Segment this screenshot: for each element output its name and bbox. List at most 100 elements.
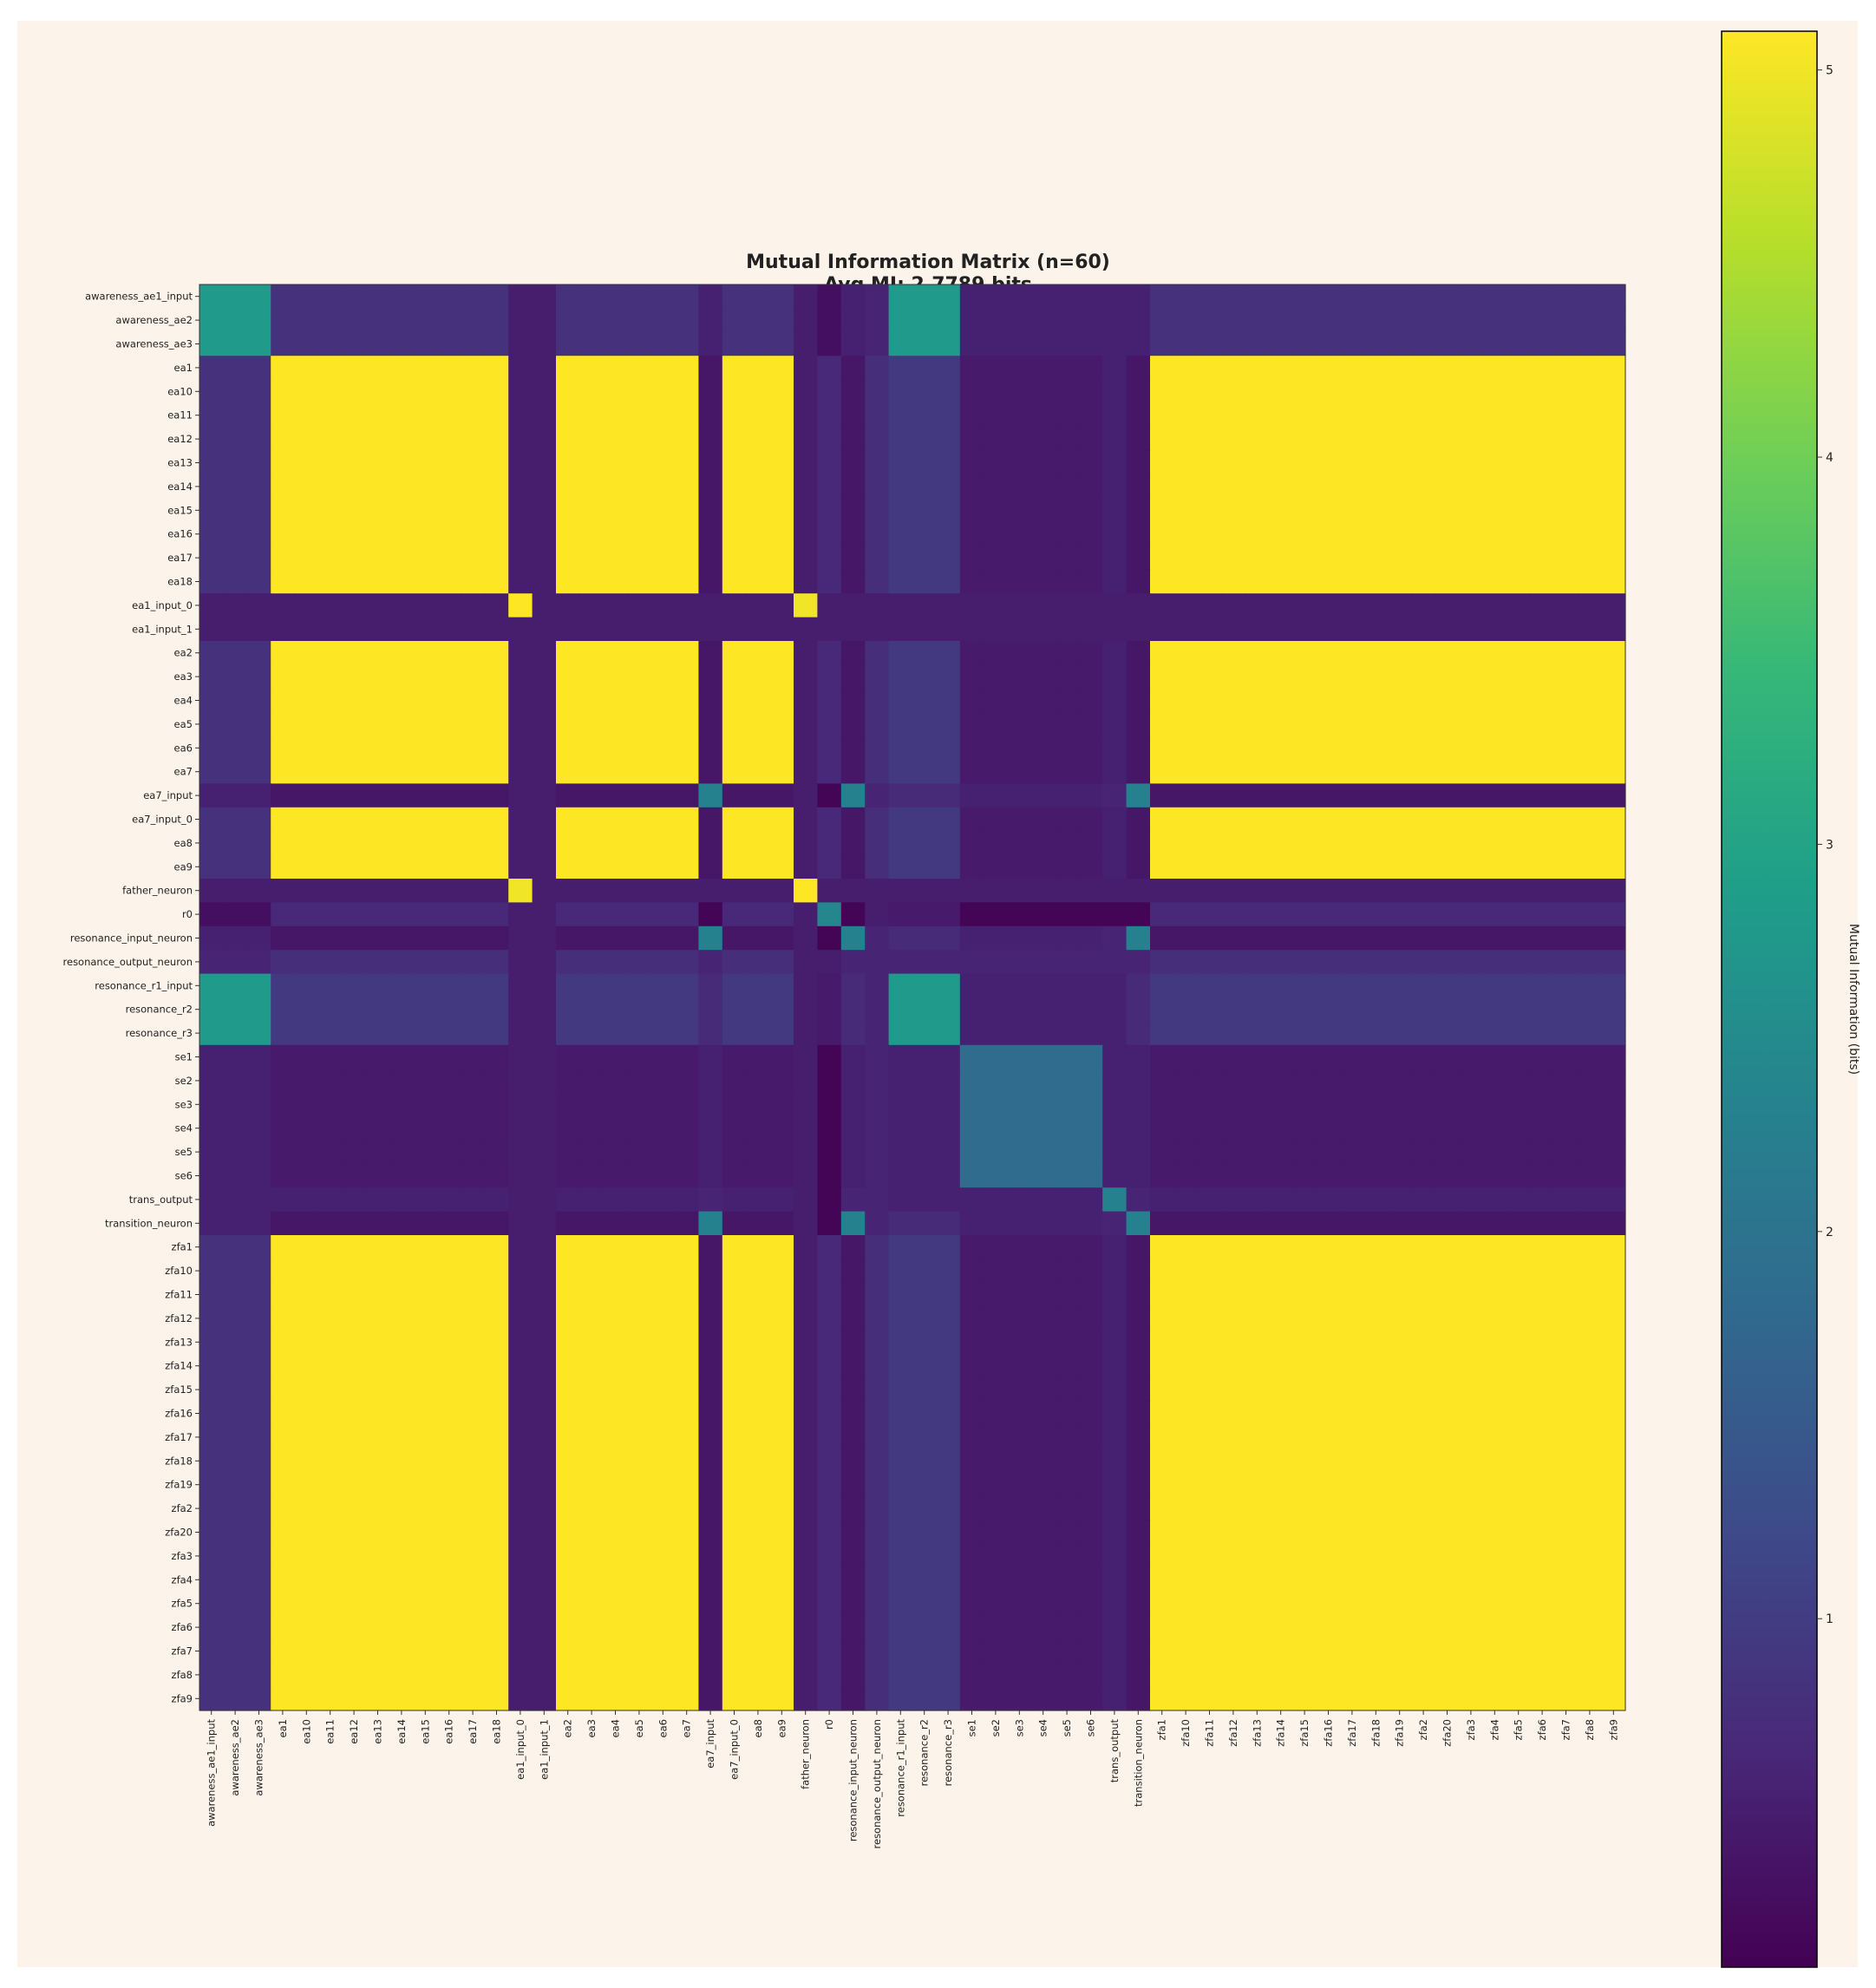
- heatmap-cell: [794, 379, 818, 404]
- heatmap-cell: [294, 831, 319, 856]
- heatmap-cell: [1435, 712, 1460, 737]
- heatmap-cell: [1221, 427, 1246, 452]
- heatmap-cell: [1507, 1330, 1531, 1355]
- heatmap-cell: [1007, 1044, 1032, 1069]
- heatmap-cell: [556, 1496, 580, 1521]
- heatmap-cell: [1578, 1686, 1603, 1711]
- heatmap-cell: [1126, 997, 1151, 1022]
- heatmap-cell: [1031, 1544, 1056, 1569]
- x-tick-label: se2: [990, 1719, 1002, 1736]
- heatmap-cell: [936, 1092, 961, 1117]
- heatmap-cell: [389, 879, 415, 903]
- heatmap-cell: [342, 308, 367, 333]
- heatmap-cell: [650, 356, 676, 381]
- heatmap-cell: [698, 474, 723, 500]
- heatmap-cell: [936, 522, 961, 546]
- heatmap-cell: [1245, 284, 1270, 309]
- heatmap-cell: [984, 1282, 1009, 1307]
- heatmap-cell: [603, 783, 628, 808]
- heatmap-cell: [437, 308, 461, 333]
- heatmap-cell: [484, 879, 509, 903]
- heatmap-cell: [675, 879, 699, 903]
- heatmap-cell: [271, 1282, 296, 1307]
- heatmap-cell: [1221, 854, 1246, 880]
- heatmap-cell: [1316, 807, 1341, 832]
- heatmap-cell: [1031, 1187, 1056, 1213]
- heatmap-cell: [1031, 617, 1056, 642]
- heatmap-cell: [1102, 1330, 1128, 1355]
- heatmap-cell: [532, 498, 557, 523]
- heatmap-cell: [1126, 879, 1151, 903]
- heatmap-cell: [1126, 1187, 1151, 1213]
- heatmap-cell: [508, 1425, 533, 1450]
- heatmap-cell: [603, 1473, 628, 1497]
- heatmap-cell: [508, 331, 533, 356]
- heatmap-cell: [675, 807, 699, 832]
- heatmap-cell: [698, 1021, 723, 1046]
- heatmap-cell: [1411, 1330, 1436, 1355]
- heatmap-cell: [722, 1377, 747, 1403]
- heatmap-cell: [271, 498, 296, 523]
- heatmap-cell: [1482, 1140, 1507, 1165]
- heatmap-cell: [840, 902, 866, 927]
- heatmap-cell: [1435, 1092, 1460, 1117]
- heatmap-cell: [912, 1211, 937, 1236]
- heatmap-cell: [1388, 569, 1412, 594]
- heatmap-cell: [650, 1211, 676, 1236]
- heatmap-cell: [413, 1069, 438, 1094]
- heatmap-cell: [959, 284, 984, 309]
- heatmap-cell: [1411, 1567, 1436, 1592]
- heatmap-cell: [1601, 284, 1626, 309]
- heatmap-cell: [579, 712, 605, 737]
- heatmap-cell: [1340, 879, 1365, 903]
- heatmap-cell: [1553, 356, 1579, 381]
- heatmap-cell: [318, 1187, 343, 1213]
- heatmap-cell: [1269, 879, 1293, 903]
- heatmap-cell: [769, 1259, 794, 1284]
- heatmap-cell: [1553, 688, 1579, 713]
- x-tick-label: resonance_r3: [942, 1719, 954, 1786]
- heatmap-cell: [413, 1021, 438, 1046]
- heatmap-cell: [199, 1140, 224, 1165]
- heatmap-cell: [1269, 474, 1293, 500]
- heatmap-cell: [271, 1448, 296, 1474]
- heatmap-cell: [817, 1187, 842, 1213]
- heatmap-cell: [1530, 1473, 1555, 1497]
- heatmap-cell: [437, 1306, 461, 1331]
- heatmap-cell: [223, 308, 248, 333]
- heatmap-cell: [365, 641, 390, 665]
- heatmap-cell: [1007, 664, 1032, 690]
- heatmap-cell: [1197, 1425, 1222, 1450]
- heatmap-cell: [1197, 403, 1222, 428]
- heatmap-cell: [650, 1187, 676, 1213]
- heatmap-cell: [794, 1520, 818, 1545]
- heatmap-cell: [508, 760, 533, 784]
- heatmap-cell: [579, 498, 605, 523]
- heatmap-cell: [769, 1567, 794, 1592]
- heatmap-cell: [1435, 664, 1460, 690]
- heatmap-cell: [1507, 498, 1531, 523]
- heatmap-cell: [840, 379, 866, 404]
- heatmap-cell: [246, 331, 271, 356]
- heatmap-cell: [1197, 1021, 1222, 1046]
- heatmap-cell: [794, 879, 818, 903]
- heatmap-cell: [1578, 284, 1603, 309]
- heatmap-cell: [1221, 1163, 1246, 1188]
- heatmap-cell: [1197, 379, 1222, 404]
- x-tick-label: ea7: [681, 1719, 693, 1737]
- heatmap-cell: [1031, 736, 1056, 761]
- heatmap-cell: [1363, 403, 1389, 428]
- heatmap-cell: [746, 1448, 771, 1474]
- heatmap-cell: [1578, 783, 1603, 808]
- heatmap-cell: [389, 664, 415, 690]
- heatmap-cell: [246, 688, 271, 713]
- heatmap-cell: [532, 902, 557, 927]
- heatmap-cell: [294, 1425, 319, 1450]
- heatmap-cell: [817, 1425, 842, 1450]
- heatmap-cell: [342, 1044, 367, 1069]
- heatmap-cell: [746, 1259, 771, 1284]
- heatmap-cell: [365, 997, 390, 1022]
- heatmap-cell: [1173, 308, 1199, 333]
- heatmap-cell: [1055, 783, 1080, 808]
